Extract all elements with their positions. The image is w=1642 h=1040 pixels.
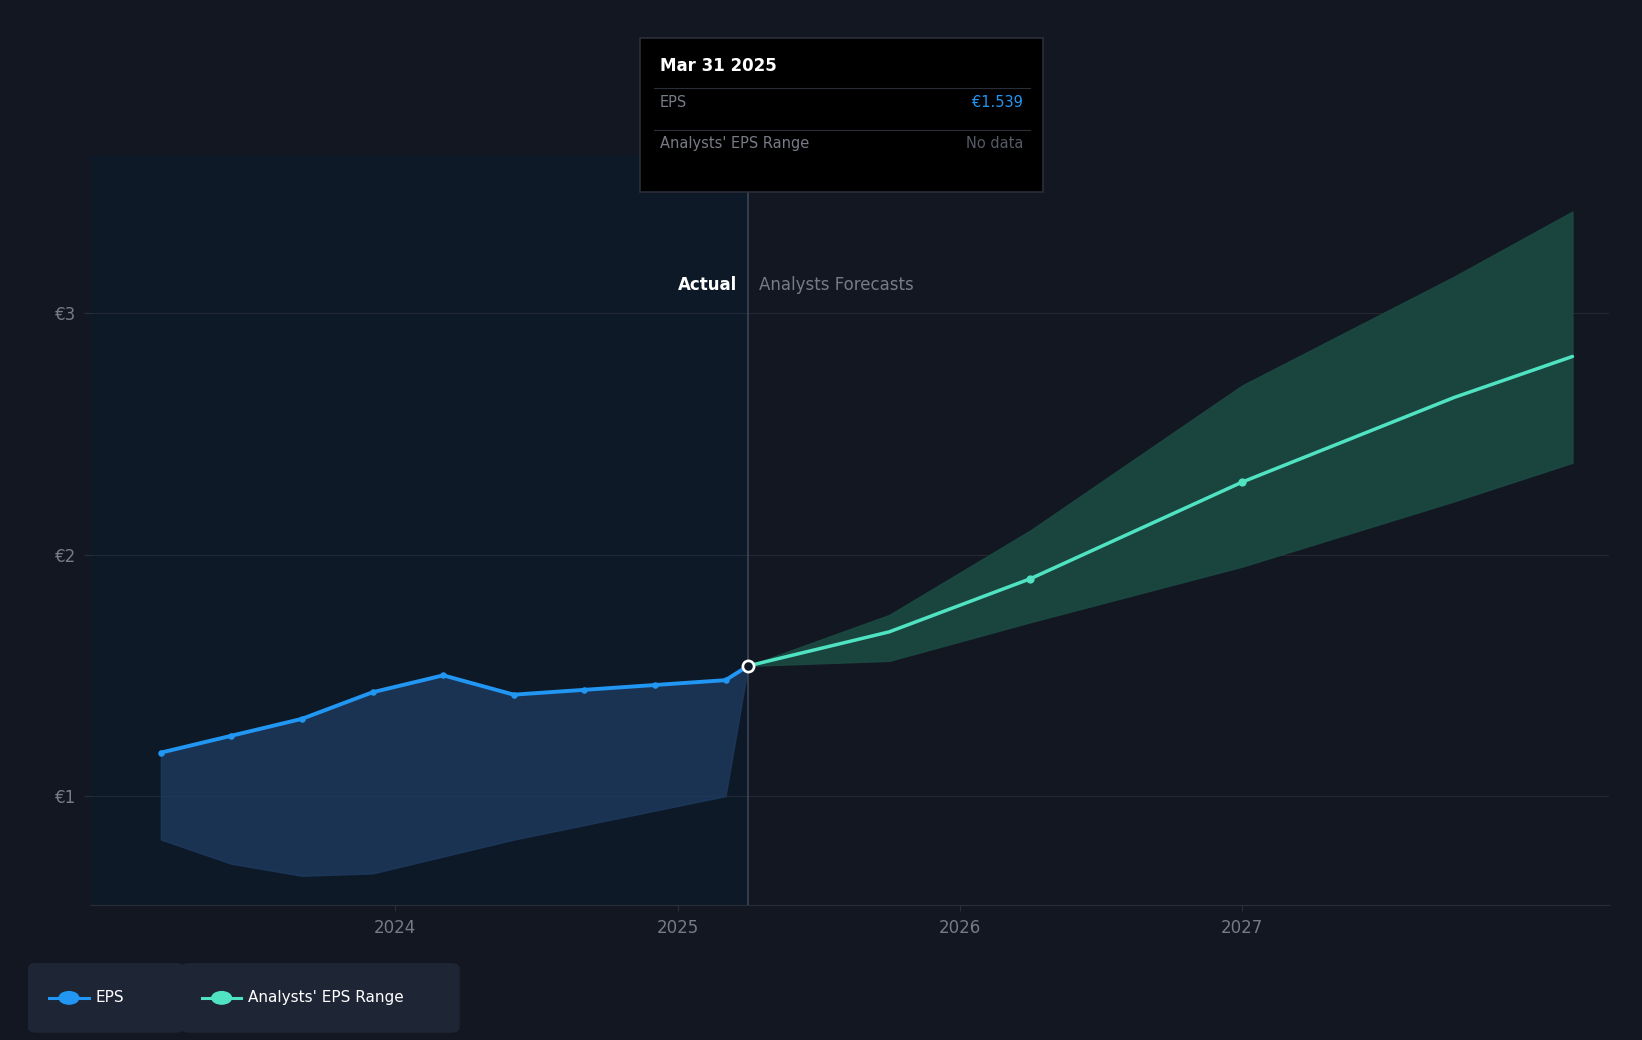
Point [571,681,598,698]
Text: €1.539: €1.539 [972,95,1023,109]
Bar [90,156,749,905]
Point [642,677,668,694]
Point [736,657,762,674]
Point [713,672,739,688]
Point [1018,570,1044,587]
Text: Analysts' EPS Range: Analysts' EPS Range [660,136,810,151]
Text: No data: No data [965,136,1023,151]
Point [289,710,315,727]
Text: Actual: Actual [678,276,737,293]
Point [1228,474,1254,491]
Point [148,745,174,761]
Text: Analysts Forecasts: Analysts Forecasts [759,276,915,293]
Point [501,686,527,703]
Text: Analysts' EPS Range: Analysts' EPS Range [248,990,404,1006]
Point [736,657,762,674]
Point [218,727,245,744]
Text: EPS: EPS [95,990,123,1006]
Point [430,667,456,683]
Point [360,684,386,701]
Text: Mar 31 2025: Mar 31 2025 [660,57,777,75]
Bar [749,156,1609,905]
Text: EPS: EPS [660,95,688,109]
